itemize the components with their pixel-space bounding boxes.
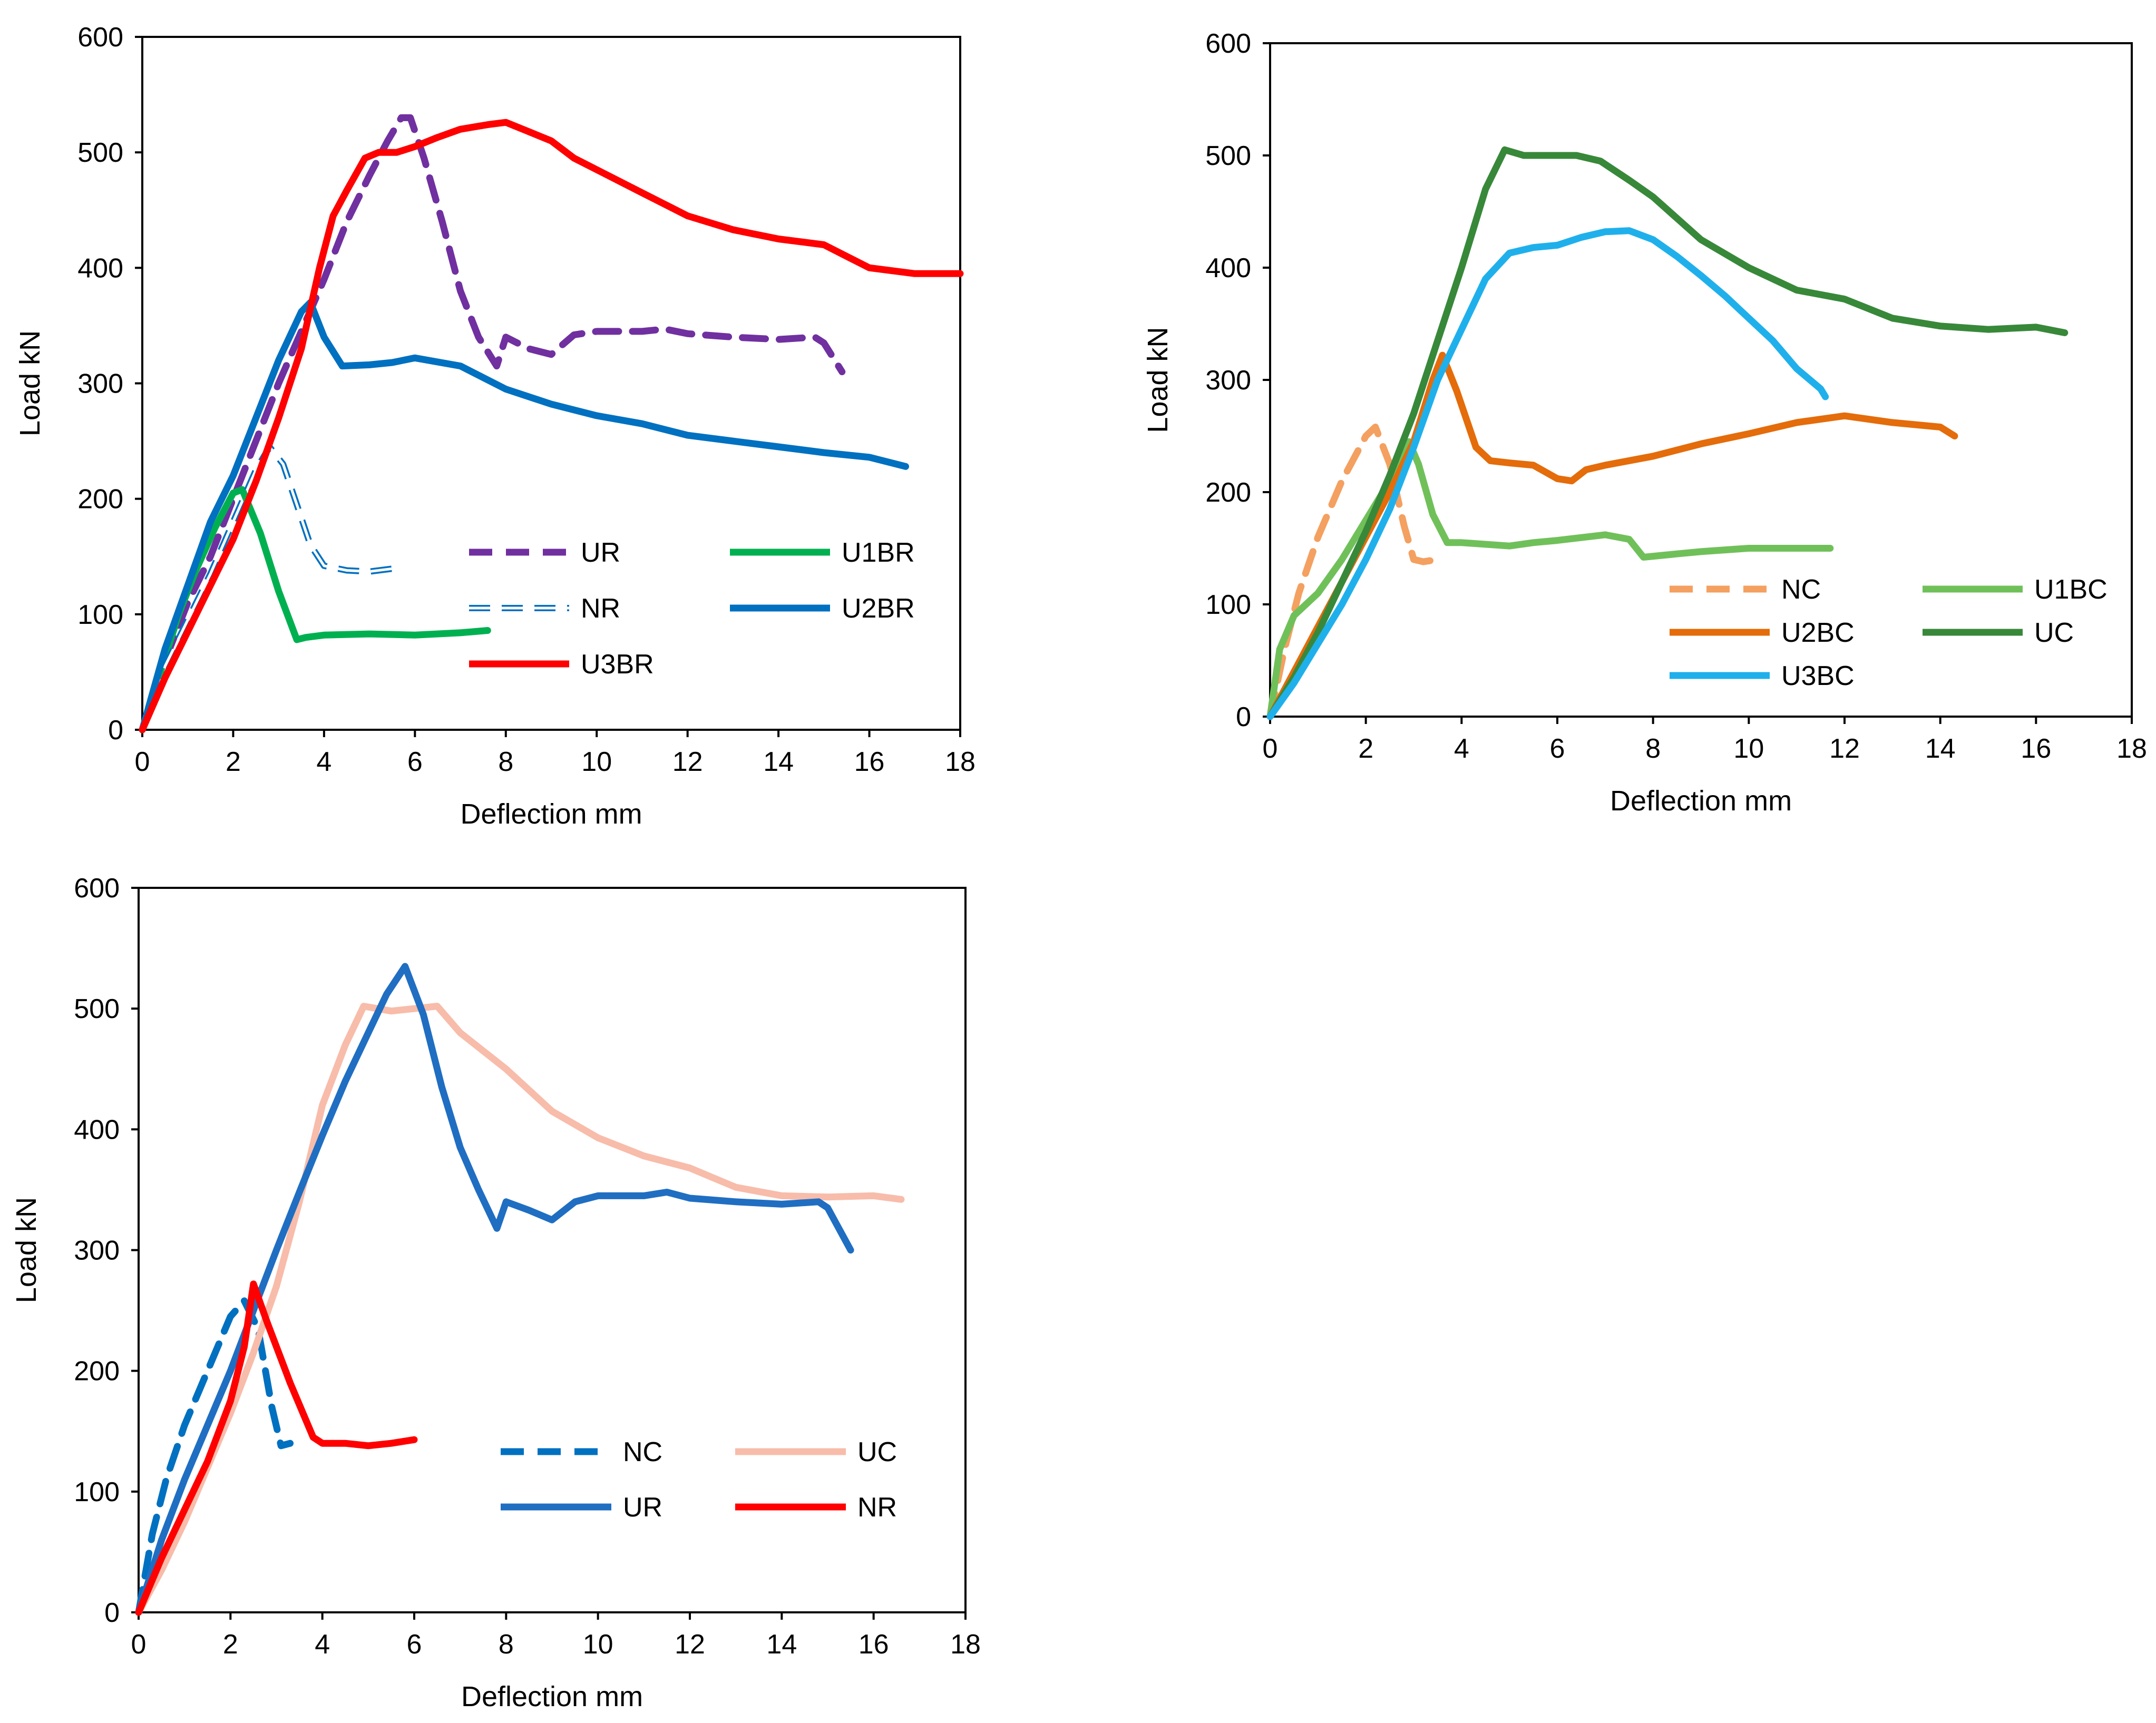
chart-top-left: 0 2 4 6 8 10 12 14 16 18 0 100 200 300 400 500 600 Deflec…: [14, 22, 975, 830]
y-tick-label: 0: [108, 715, 123, 746]
legend-label-nr: NR: [581, 593, 620, 624]
legend-label-ur: UR: [623, 1492, 662, 1523]
y-tick-label: 400: [77, 253, 123, 283]
legend-label-u1bc: U1BC: [2034, 574, 2108, 605]
plot-area-frame: [1269, 42, 2133, 718]
x-tick-label: 0: [1263, 733, 1278, 764]
x-tick-label: 8: [499, 1629, 514, 1660]
series-line-nr-inner: [141, 445, 397, 730]
x-tick-label: 6: [407, 1629, 422, 1660]
y-axis-title: Load kN: [1142, 327, 1174, 433]
x-tick-label: 14: [763, 747, 794, 777]
y-tick-label: 400: [1205, 253, 1251, 283]
legend-label-nr: NR: [857, 1492, 897, 1523]
x-tick-label: 8: [1645, 733, 1661, 764]
legend-label-u2br: U2BR: [842, 593, 915, 624]
x-tick-label: 0: [135, 747, 150, 777]
x-tick-label: 2: [223, 1629, 238, 1660]
y-tick-label: 500: [1205, 141, 1251, 171]
y-tick-label: 500: [77, 138, 123, 168]
y-tick-label: 300: [74, 1236, 120, 1266]
x-tick-label: 12: [675, 1629, 705, 1660]
series-line-nr: [135, 1280, 418, 1616]
y-tick-label: 300: [77, 369, 123, 399]
y-tick-label: 600: [1205, 28, 1251, 59]
y-tick-label: 0: [1236, 702, 1251, 732]
y-tick-label: 500: [74, 994, 120, 1024]
x-tick-label: 18: [2116, 733, 2147, 764]
x-tick-label: 2: [226, 747, 241, 777]
series-line-u3bc: [1266, 227, 1829, 720]
y-tick-label: 100: [77, 600, 123, 630]
legend-label-ur: UR: [581, 537, 620, 568]
x-tick-label: 14: [766, 1629, 797, 1660]
series-line-nc: [135, 1297, 294, 1616]
chart-top-right: 0 2 4 6 8 10 12 14 16 18 0 100 200 300 400 500 600 Deflec…: [1142, 28, 2147, 817]
legend-label-nc: NC: [623, 1437, 662, 1467]
x-tick-label: 12: [672, 747, 703, 777]
series-line-ur: [135, 963, 854, 1616]
legend-label-u3br: U3BR: [581, 649, 654, 680]
y-axis-title: Load kN: [11, 1197, 42, 1303]
x-tick-label: 18: [945, 747, 975, 777]
x-tick-label: 0: [131, 1629, 147, 1660]
x-tick-label: 10: [581, 747, 612, 777]
x-tick-label: 4: [316, 747, 331, 777]
x-tick-label: 10: [583, 1629, 613, 1660]
x-tick-label: 4: [315, 1629, 330, 1660]
x-tick-label: 4: [1454, 733, 1469, 764]
series-line-ur: [139, 114, 846, 733]
x-tick-label: 16: [854, 747, 885, 777]
legend-label-u3bc: U3BC: [1781, 661, 1855, 691]
series-line-uc: [1266, 146, 2069, 720]
y-tick-label: 0: [104, 1598, 120, 1628]
y-tick-label: 200: [74, 1356, 120, 1387]
legend-label-u2bc: U2BC: [1781, 618, 1855, 648]
x-tick-label: 8: [498, 747, 513, 777]
y-tick-label: 600: [77, 22, 123, 53]
x-tick-label: 18: [950, 1629, 981, 1660]
x-tick-label: 14: [1925, 733, 1956, 764]
series-line-u1bc: [1266, 438, 1834, 720]
x-tick-label: 12: [1829, 733, 1860, 764]
series-line-u3br: [139, 119, 964, 733]
x-axis-title: Deflection mm: [461, 1681, 643, 1712]
x-tick-label: 6: [1550, 733, 1565, 764]
y-tick-label: 600: [74, 873, 120, 904]
x-tick-label: 2: [1358, 733, 1373, 764]
series-line-nr: [139, 444, 397, 731]
series-line-u2br: [139, 299, 909, 733]
x-tick-label: 10: [1733, 733, 1764, 764]
y-tick-label: 200: [1205, 477, 1251, 508]
x-tick-label: 16: [859, 1629, 889, 1660]
series-line-uc: [135, 1003, 905, 1616]
legend-label-nc: NC: [1781, 574, 1821, 605]
y-tick-label: 200: [77, 484, 123, 515]
y-tick-label: 400: [74, 1114, 120, 1145]
chart-bottom-left: 0 2 4 6 8 10 12 14 16 18 0 100 200 300 400 500 600 Deflec…: [11, 873, 981, 1712]
x-axis-title: Deflection mm: [1610, 785, 1792, 817]
x-tick-label: 16: [2021, 733, 2051, 764]
y-tick-label: 300: [1205, 365, 1251, 396]
y-tick-label: 100: [74, 1477, 120, 1507]
legend-label-uc: UC: [857, 1437, 897, 1467]
y-tick-label: 100: [1205, 590, 1251, 620]
x-tick-label: 6: [407, 747, 423, 777]
x-axis-title: Deflection mm: [460, 798, 642, 830]
legend-label-uc: UC: [2034, 618, 2074, 648]
y-axis-title: Load kN: [14, 330, 46, 436]
series-line-nc: [1266, 424, 1441, 720]
legend-label-u1br: U1BR: [842, 537, 915, 568]
